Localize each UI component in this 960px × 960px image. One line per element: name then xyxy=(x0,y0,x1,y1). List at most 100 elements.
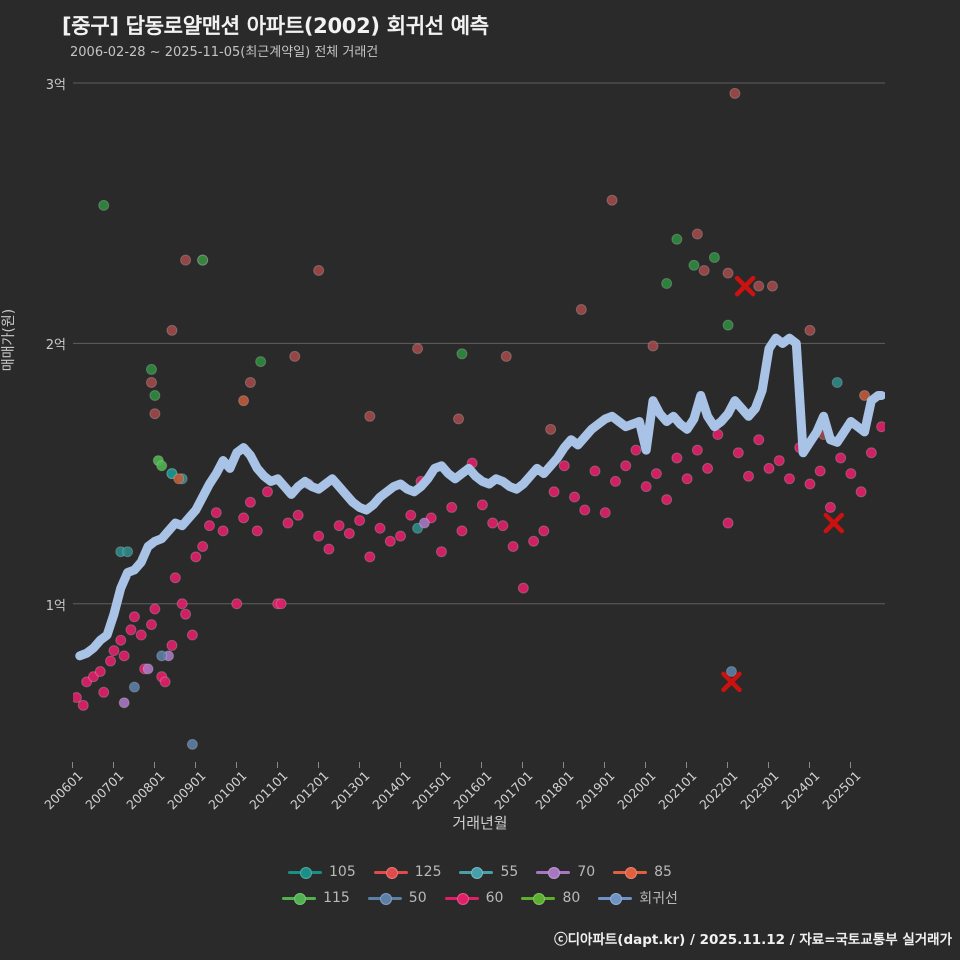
chart-subtitle: 2006-02-28 ~ 2025-11-05(최근계약일) 전체 거래건 xyxy=(70,45,379,60)
x-tick-mark xyxy=(808,762,810,768)
legend-item-55[interactable]: 55 xyxy=(459,864,518,880)
outlier-x-marker xyxy=(823,512,845,534)
scatter-point xyxy=(166,324,178,336)
scatter-point xyxy=(125,624,137,636)
scatter-point xyxy=(73,692,82,704)
scatter-point xyxy=(81,676,93,688)
scatter-point xyxy=(569,491,581,503)
scatter-point xyxy=(156,460,168,472)
scatter-point xyxy=(456,348,468,360)
scatter-point xyxy=(691,228,703,240)
legend-label: 85 xyxy=(654,864,672,880)
scatter-point xyxy=(671,452,683,464)
scatter-point xyxy=(630,444,642,456)
gridlines xyxy=(73,82,885,605)
scatter-point xyxy=(661,494,673,506)
scatter-point xyxy=(845,468,857,480)
scatter-point xyxy=(186,738,198,750)
legend-swatch-icon xyxy=(613,865,648,879)
scatter-point xyxy=(579,504,591,516)
x-axis-title: 거래년월 xyxy=(452,814,508,832)
scatter-point xyxy=(647,340,659,352)
scatter-point xyxy=(855,486,867,498)
scatter-point xyxy=(814,465,826,477)
scatter-point xyxy=(145,619,157,631)
scatter-point xyxy=(142,663,154,675)
scatter-point xyxy=(783,473,795,485)
y-tick-label: 1억 xyxy=(45,598,66,614)
x-tick-mark xyxy=(235,762,237,768)
legend-swatch-icon xyxy=(459,865,494,879)
legend-item-50[interactable]: 50 xyxy=(367,890,427,906)
scatter-point xyxy=(159,676,171,688)
scatter-point xyxy=(446,501,458,513)
scatter-point xyxy=(743,470,755,482)
scatter-point xyxy=(203,520,215,532)
legend-label: 50 xyxy=(408,890,427,906)
scatter-point xyxy=(145,376,157,388)
scatter-point xyxy=(364,551,376,563)
scatter-point xyxy=(98,686,110,698)
scatter-point xyxy=(859,389,871,401)
legend-item-70[interactable]: 70 xyxy=(536,864,595,880)
legend-item-105[interactable]: 105 xyxy=(288,864,356,880)
legend-item-115[interactable]: 115 xyxy=(282,890,350,906)
scatter-point xyxy=(831,376,843,388)
scatter-point xyxy=(487,517,499,529)
scatter-point xyxy=(354,514,366,526)
outlier-x-marker xyxy=(734,275,756,297)
scatter-point xyxy=(702,462,714,474)
scatter-point xyxy=(722,517,734,529)
y-axis-title: 매매가(원) xyxy=(1,308,17,372)
legend-item-125[interactable]: 125 xyxy=(373,864,442,880)
outlier-markers xyxy=(721,275,845,693)
legend-swatch-icon xyxy=(367,891,402,905)
scatter-points xyxy=(73,87,885,750)
legend-item-60[interactable]: 60 xyxy=(444,890,503,906)
legend-label: 55 xyxy=(500,864,519,880)
scatter-point xyxy=(122,546,134,558)
legend-row: 115 50 60 80 회귀선 xyxy=(273,888,687,908)
legend-label: 125 xyxy=(414,864,442,880)
scatter-point xyxy=(190,551,202,563)
scatter-point xyxy=(173,473,185,485)
chart-legend: 105 125 55 70 85 115 50 60 80 회귀선 xyxy=(0,864,960,908)
legend-label: 회귀선 xyxy=(639,891,678,907)
scatter-point xyxy=(261,486,273,498)
scatter-point xyxy=(343,527,355,539)
x-axis-ticks: 200601 200701 200801 200901 201001 201101 2012… xyxy=(41,762,885,832)
scatter-point xyxy=(289,350,301,362)
scatter-point xyxy=(497,520,509,532)
scatter-point xyxy=(210,507,222,519)
legend-label: 70 xyxy=(577,864,596,880)
scatter-point xyxy=(412,343,424,355)
y-tick-label: 2억 xyxy=(45,338,66,354)
scatter-point xyxy=(323,543,335,555)
scatter-point xyxy=(507,540,519,552)
x-tick-mark xyxy=(153,762,155,768)
scatter-point xyxy=(545,423,557,435)
scatter-point xyxy=(115,634,127,646)
legend-item-회귀선[interactable]: 회귀선 xyxy=(598,888,678,908)
x-tick-mark xyxy=(686,762,688,768)
scatter-point xyxy=(865,447,877,459)
x-tick-mark xyxy=(563,762,565,768)
legend-item-85[interactable]: 85 xyxy=(613,864,672,880)
scatter-point xyxy=(405,509,417,521)
legend-item-80[interactable]: 80 xyxy=(521,890,580,906)
scatter-point xyxy=(575,304,587,316)
scatter-point xyxy=(238,395,250,407)
scatter-point xyxy=(118,697,130,709)
legend-swatch-icon xyxy=(536,865,571,879)
scatter-point xyxy=(166,468,178,480)
scatter-point xyxy=(876,421,885,433)
scatter-point xyxy=(108,645,120,657)
page-title: [중구] 답동로얄맨션 아파트(2002) 회귀선 예측 xyxy=(62,14,489,38)
scatter-point xyxy=(135,629,147,641)
scatter-point xyxy=(753,280,765,292)
scatter-point xyxy=(589,465,601,477)
scatter-point xyxy=(238,512,250,524)
scatter-point xyxy=(558,460,570,472)
scatter-point xyxy=(691,444,703,456)
